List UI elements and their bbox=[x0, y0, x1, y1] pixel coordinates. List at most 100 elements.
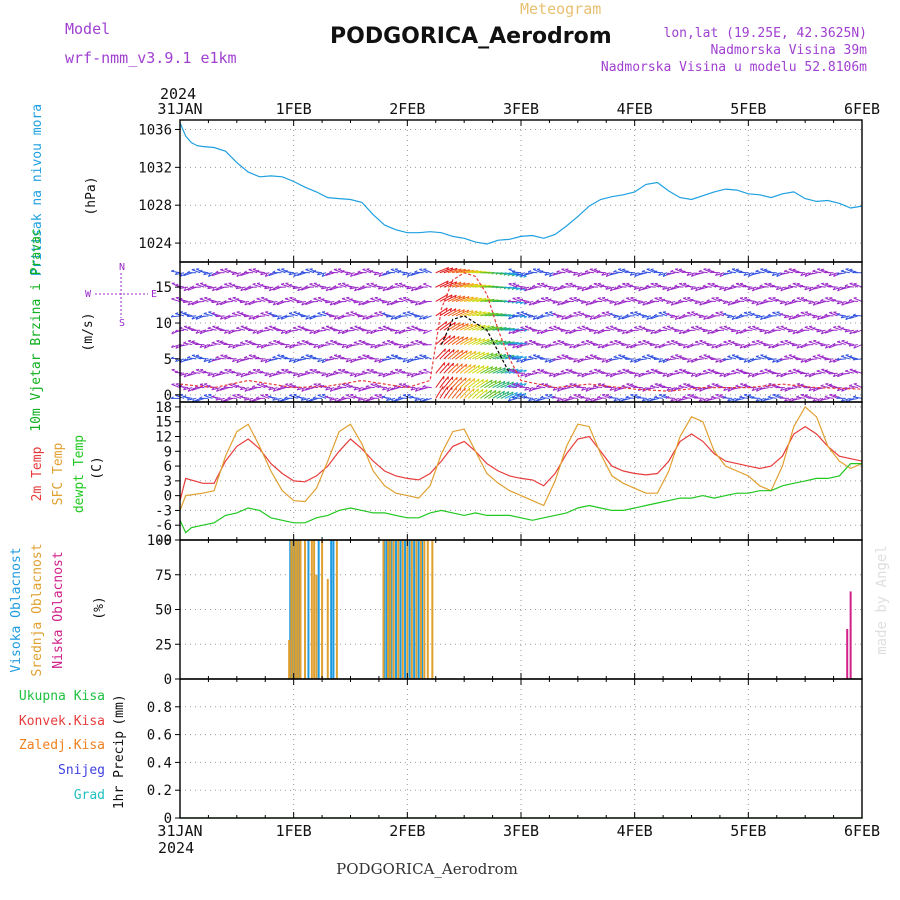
wind-arrow-head bbox=[211, 341, 215, 344]
visoka-oblacnost-bar bbox=[317, 540, 320, 679]
wind-arrow-head bbox=[735, 355, 739, 357]
wind-arrow-head bbox=[478, 351, 481, 355]
wind-arrow-head bbox=[776, 273, 779, 277]
wind-arrow-head bbox=[366, 282, 370, 285]
wind-arrow-head bbox=[382, 387, 385, 391]
wind-arrow bbox=[698, 315, 708, 319]
wind-arrow bbox=[353, 300, 363, 304]
wind-arrow-head bbox=[398, 369, 402, 371]
wind-arrow-head bbox=[544, 371, 548, 374]
wind-arrow-head bbox=[231, 329, 235, 332]
wind-arrow-head bbox=[837, 340, 841, 343]
wind-arrow bbox=[361, 371, 371, 374]
wind-arrow bbox=[532, 341, 542, 346]
dewpt-temp-line bbox=[179, 463, 862, 534]
wind-arrow bbox=[719, 344, 729, 346]
wind-arrow bbox=[288, 312, 298, 317]
wind-arrow bbox=[504, 392, 518, 399]
wind-arrow bbox=[508, 355, 518, 360]
wind-arrow bbox=[528, 356, 538, 360]
wind-arrow-head bbox=[460, 363, 463, 367]
wind-arrow bbox=[849, 369, 859, 374]
wind-arrow-head bbox=[540, 395, 544, 399]
wind-arrow-head bbox=[255, 314, 259, 318]
wind-arrow-head bbox=[386, 398, 389, 401]
wind-arrow-head bbox=[292, 343, 296, 347]
svg-text:dewpt Temp: dewpt Temp bbox=[72, 435, 87, 513]
y-tick-label: 5 bbox=[164, 352, 172, 368]
wind-arrow-head bbox=[240, 273, 243, 276]
wind-arrow bbox=[739, 370, 749, 374]
wind-arrow bbox=[800, 358, 810, 363]
wind-arrow-head bbox=[747, 343, 751, 346]
wind-arrow-head bbox=[170, 269, 175, 272]
wind-arrow bbox=[419, 354, 428, 360]
wind-arrow bbox=[443, 267, 458, 274]
wind-arrow bbox=[459, 296, 474, 302]
wind-arrow bbox=[451, 363, 463, 374]
wind-arrow-head bbox=[687, 383, 691, 386]
wind-arrow bbox=[309, 329, 319, 334]
wind-arrow bbox=[203, 284, 213, 288]
wind-arrow-head bbox=[560, 370, 564, 373]
wind-arrow bbox=[650, 344, 660, 347]
wind-arrow-head bbox=[207, 384, 211, 387]
wind-arrow-head bbox=[215, 356, 219, 359]
wind-arrow-head bbox=[840, 372, 844, 375]
wind-arrow bbox=[792, 397, 802, 401]
wind-arrow-head bbox=[776, 359, 779, 363]
wind-arrow bbox=[443, 308, 457, 317]
wind-arrow-head bbox=[759, 284, 763, 287]
wind-arrow-head bbox=[625, 345, 629, 349]
wind-arrow-head bbox=[645, 284, 649, 287]
wind-arrow-head bbox=[808, 396, 812, 399]
wind-arrow-head bbox=[289, 394, 293, 396]
wind-arrow bbox=[788, 301, 798, 305]
wind-arrow-head bbox=[333, 285, 337, 288]
wind-arrow bbox=[743, 285, 753, 288]
wind-arrow-head bbox=[735, 299, 739, 302]
wind-arrow-head bbox=[272, 326, 276, 328]
wind-arrow bbox=[179, 298, 189, 302]
wind-arrow bbox=[304, 371, 315, 374]
wind-arrow-head bbox=[812, 326, 816, 329]
wind-arrow bbox=[532, 354, 542, 360]
wind-arrow bbox=[240, 396, 250, 399]
wind-arrow-head bbox=[755, 388, 759, 392]
wind-arrow-head bbox=[460, 377, 463, 381]
wind-arrow bbox=[617, 371, 627, 374]
wind-arrow-head bbox=[641, 372, 645, 376]
wind-arrow bbox=[252, 397, 262, 402]
wind-arrow bbox=[418, 371, 428, 374]
wind-arrow bbox=[512, 286, 527, 291]
wind-arrow-head bbox=[264, 273, 268, 277]
wind-arrow-head bbox=[469, 350, 473, 354]
wind-arrow-head bbox=[389, 285, 394, 288]
wind-arrow bbox=[349, 344, 359, 347]
wind-arrow-head bbox=[191, 387, 195, 391]
wind-arrow bbox=[215, 326, 225, 331]
wind-arrow bbox=[252, 300, 262, 303]
wind-arrow bbox=[370, 344, 380, 349]
wind-arrow-head bbox=[556, 326, 560, 329]
wind-arrow-head bbox=[239, 358, 243, 362]
wind-arrow bbox=[853, 370, 863, 374]
wind-arrow-head bbox=[853, 345, 856, 349]
wind-arrow bbox=[792, 385, 802, 389]
wind-arrow bbox=[755, 327, 765, 331]
wind-arrow bbox=[719, 286, 729, 291]
wind-arrow-head bbox=[464, 387, 466, 391]
wind-arrow-head bbox=[515, 392, 518, 396]
wind-arrow bbox=[321, 327, 331, 331]
wind-arrow bbox=[248, 341, 258, 346]
wind-arrow bbox=[743, 272, 753, 277]
wind-arrow bbox=[532, 315, 542, 320]
wind-arrow-head bbox=[735, 316, 739, 320]
wind-arrow-head bbox=[645, 369, 650, 372]
wind-arrow bbox=[244, 357, 254, 360]
wind-arrow bbox=[215, 357, 225, 360]
wind-arrow bbox=[755, 372, 765, 376]
wind-arrow bbox=[406, 286, 416, 290]
wind-arrow-head bbox=[349, 298, 353, 301]
wind-arrow-head bbox=[808, 272, 812, 275]
